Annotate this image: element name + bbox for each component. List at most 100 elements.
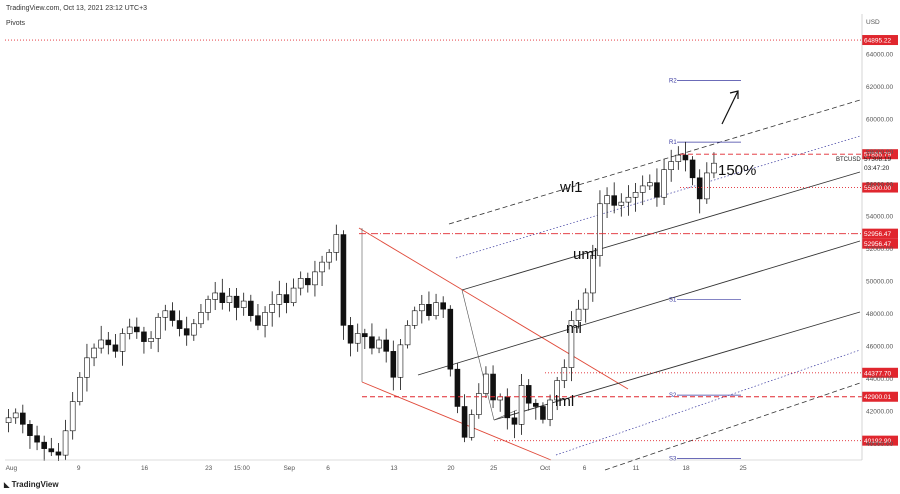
annotations: BTCUSD 57308.19 03:47:20 wl1 uml ml lml 150%	[555, 90, 891, 410]
candle-body	[525, 385, 532, 404]
price-level-value: 44377.70	[864, 370, 891, 377]
candle-body	[354, 333, 361, 344]
price-level-value: 52956.47	[864, 231, 891, 238]
x-tick-label: Oct	[540, 465, 550, 472]
x-tick-label: 9	[77, 465, 81, 472]
uml-line	[461, 171, 861, 291]
annotation-lml: lml	[555, 393, 574, 410]
candle-body	[369, 336, 375, 349]
candle-body	[675, 154, 682, 162]
x-tick-label: 16	[141, 465, 149, 472]
arrow-up-icon	[721, 90, 739, 125]
currency-label: USD	[866, 19, 880, 26]
candle-body	[497, 396, 503, 401]
pitchfork-handle-lower	[361, 381, 552, 461]
x-tick-label: 15:00	[234, 465, 251, 472]
candle-body	[383, 339, 389, 352]
candle-body	[611, 195, 617, 206]
x-tick-label: Sep	[283, 465, 295, 472]
candle-body	[540, 406, 546, 420]
candle-body	[297, 278, 304, 289]
candle-body	[476, 393, 482, 415]
price-level-tag	[862, 435, 898, 446]
drawings: R2 R1 S1 S2 S3	[358, 78, 861, 471]
candle-body	[255, 315, 261, 326]
candle-body	[134, 326, 140, 333]
y-tick-label: 48000.00	[866, 311, 893, 318]
arrow-head-icon	[729, 90, 739, 99]
candle-body	[69, 401, 76, 432]
candle-body	[312, 271, 318, 286]
candle-body	[411, 310, 418, 326]
candle-body	[219, 292, 226, 303]
candle-body	[461, 406, 468, 438]
candle-body	[483, 373, 489, 394]
candle-body	[447, 308, 454, 370]
price-level-tag	[862, 35, 898, 46]
candle-body	[682, 154, 689, 161]
candle-body	[55, 451, 62, 456]
candle-body	[91, 347, 97, 359]
y-tick-label: 50000.00	[866, 279, 893, 286]
candle-body	[696, 177, 703, 200]
candle-body	[490, 373, 496, 401]
pivot-label: S1	[669, 297, 677, 303]
last-price-value: 57308.19	[864, 156, 891, 163]
annotation-150pct: 150%	[718, 162, 756, 179]
x-tick-label: 18	[682, 465, 690, 472]
candle-body	[340, 234, 347, 326]
candle-body	[533, 402, 539, 407]
tradingview-logo[interactable]: ◣ TradingView	[4, 480, 59, 489]
candle-body	[404, 325, 411, 346]
candle-body	[319, 261, 325, 273]
y-tick-label: 60000.00	[866, 116, 893, 123]
y-tick-label: 52000.00	[866, 246, 893, 253]
x-tick-label: 25	[739, 465, 747, 472]
candle-body	[12, 412, 19, 419]
candle-body	[433, 302, 439, 316]
indicator-name: Pivots	[6, 20, 26, 27]
candle-body	[98, 339, 104, 349]
x-tick-label: 6	[326, 465, 330, 472]
candle-body	[84, 357, 90, 378]
candle-body	[290, 287, 297, 303]
candle-body	[468, 414, 475, 438]
candle-body	[333, 234, 340, 253]
candle-body	[639, 185, 646, 193]
candle-body	[568, 320, 575, 368]
candle-body	[647, 182, 653, 187]
candle-body	[711, 162, 717, 174]
candle-body	[590, 255, 596, 294]
candle-body	[419, 304, 425, 312]
candle-body	[618, 201, 625, 206]
price-level-value: 40192.90	[864, 438, 891, 445]
candle-body	[554, 380, 560, 401]
candle-body	[397, 344, 404, 378]
candle-body	[597, 203, 603, 256]
x-tick-label: 25	[490, 465, 498, 472]
chart-source: TradingView.com, Oct 13, 2021 23:12 UTC+…	[6, 5, 148, 12]
candle-body	[226, 295, 233, 303]
x-tick-label: 6	[583, 465, 587, 472]
candle-body	[326, 252, 332, 263]
candle-body	[148, 338, 154, 342]
candle-body	[205, 299, 211, 313]
levels: 64895.22 57855.79 55800.00 52956.47 44377.70…	[5, 35, 898, 446]
candle-body	[440, 302, 446, 310]
candle-body	[141, 331, 147, 342]
y-tick-label: 64000.00	[866, 52, 893, 59]
candle-body	[77, 376, 83, 402]
candle-body	[126, 326, 133, 334]
candle-body	[212, 292, 218, 300]
x-tick-label: 20	[447, 465, 455, 472]
candle-body	[504, 396, 511, 419]
candle-body	[704, 172, 710, 200]
axes: USD 64000.00 62000.00 60000.00 58000.00 56000…	[5, 14, 893, 472]
y-tick-label: 46000.00	[866, 343, 893, 350]
pitchfork-connector	[461, 289, 495, 421]
candle-body	[5, 417, 12, 423]
y-tick-label: 62000.00	[866, 84, 893, 91]
tv-logo-icon: ◣	[4, 482, 10, 489]
candle-body	[632, 192, 639, 198]
